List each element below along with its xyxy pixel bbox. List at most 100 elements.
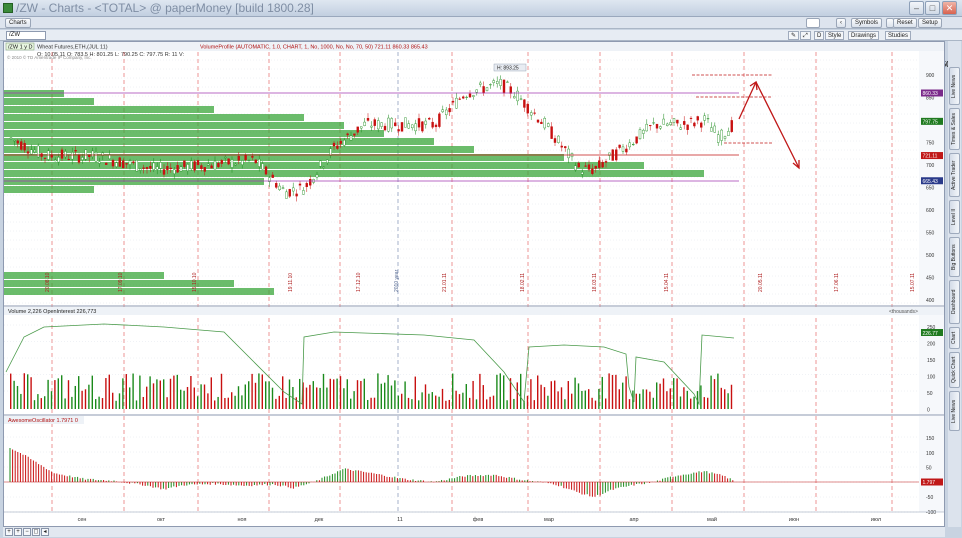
volume-bar [132,373,134,409]
zoom-icon[interactable]: ⤢ [800,31,811,40]
rail-tab[interactable]: Active Trader [949,153,960,197]
volume-bar [27,374,29,409]
volume-bar [78,376,80,409]
candle-body [193,161,196,171]
profile-bar [4,288,274,295]
price-tick: 500 [926,253,935,259]
candle-body [700,122,703,128]
rail-tab[interactable]: Chart [949,327,960,349]
candle-body [502,79,506,94]
month-label: сен [78,517,87,523]
reset-button[interactable]: Reset [893,18,917,28]
rail-tab[interactable]: Live News [949,391,960,431]
rail-tab[interactable]: Level II [949,200,960,234]
chart-area[interactable]: /ZW 1 y D Wheat Futures,ETH,(JUL 11) O: … [3,41,945,527]
volume-bar [642,389,644,409]
high-label-bg [493,63,527,72]
month-label: мар [544,517,554,523]
chart-canvas[interactable]: /ZW 1 y D Wheat Futures,ETH,(JUL 11) O: … [4,42,944,526]
candle-body [417,118,421,128]
volume-bar [265,381,267,409]
style-button[interactable]: Style [825,31,845,40]
price-tag-bg [921,177,943,185]
price-tag: 797.75 [923,119,939,125]
volume-bar [690,398,692,409]
candle-body [132,161,135,163]
crosshair-icon[interactable]: + [5,528,13,536]
volume-bar [186,386,189,409]
candle-body [387,117,390,132]
volume-tick: 150 [927,358,936,364]
volume-tick: 0 [927,408,930,414]
candle-body [176,165,179,173]
volume-bar [224,397,226,409]
rail-tab[interactable]: Dashboard [949,280,960,324]
fit-icon[interactable]: ◻ [32,528,40,536]
price-tag-bg [921,117,943,125]
close-button[interactable]: ✕ [942,1,957,15]
candle-body [693,122,696,127]
volume-bar [23,373,25,409]
candle-body [81,157,84,161]
volume-bar [598,388,600,409]
candle-body [462,96,465,99]
volume-bar [373,397,376,409]
rail-tab[interactable]: Live News [949,67,960,105]
rail-tab[interactable]: Quick Chart [949,352,960,388]
volume-bar [482,385,484,409]
price-tick: 450 [926,276,935,282]
drawings-button[interactable]: Drawings [848,31,880,40]
candle-body [621,146,625,152]
volume-bar [299,378,301,409]
symbols-button[interactable]: Symbols [851,18,883,28]
volume-bar [13,380,15,409]
candle-body [244,154,247,161]
candle-body [377,120,380,130]
zoom-out-icon[interactable]: − [23,528,31,536]
scroll-icon[interactable]: ◂ [41,528,49,536]
candle-body [441,109,444,113]
rail-tab[interactable]: Times & Sales [949,108,960,150]
volume-bar [244,384,246,409]
volume-bar [659,383,661,409]
ao-tick: -100 [926,510,936,516]
profile-bar [4,90,64,97]
price-tick: 650 [926,186,935,192]
candle-body [591,168,594,174]
candle-body [57,156,60,163]
chevron-left-icon[interactable]: ‹ [836,18,846,28]
volume-bar [394,380,396,409]
setup-button[interactable]: Setup [918,18,942,28]
volume-bar [254,382,257,409]
candle-body [696,116,699,121]
profile-bar [4,98,94,105]
maximize-button[interactable]: □ [925,1,940,15]
pencil-icon[interactable]: ✎ [788,31,800,40]
studies-button[interactable]: Studies [885,31,912,40]
candle-body [370,125,373,128]
volume-bar [370,397,372,409]
candle-body [383,125,387,131]
candle-body [223,156,227,159]
zoom-in-icon[interactable]: + [14,528,22,536]
ao-header: AwesomeOscillator 1.7971 0 [8,418,78,424]
candle-body [451,100,455,103]
layout-box[interactable] [806,18,820,28]
volume-bar [353,391,355,409]
volume-bar [30,377,32,409]
volume-bar [591,397,593,409]
volume-bar [676,378,678,409]
minimize-button[interactable]: – [909,1,924,15]
volume-header: Volume 2,226 OpenInterest 226,773 [8,309,96,315]
candle-body [730,120,733,132]
price-tag-bg [921,89,943,97]
month-label: окт [157,517,166,523]
charts-tab[interactable]: Charts [5,18,31,28]
symbol-input[interactable]: /ZW [6,31,46,40]
ao-header-bg [4,416,84,424]
style-d-icon[interactable]: D [814,31,825,40]
volume-bar [710,375,712,409]
rail-tab[interactable]: Big Buttons [949,237,960,277]
volume-bar [309,384,311,409]
candle-body [659,126,662,129]
